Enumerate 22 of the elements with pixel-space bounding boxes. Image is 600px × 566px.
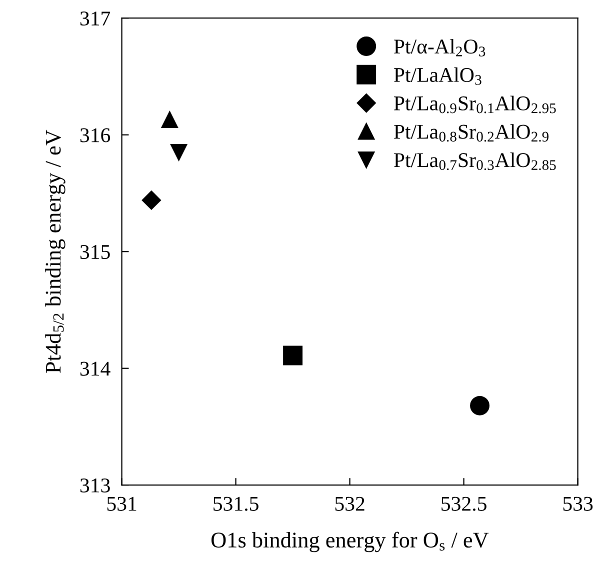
x-tick-label: 531.5: [214, 496, 258, 511]
legend-label: Pt/La$_{0.8}$Sr$_{0.2}$AlO$_{2.9}$: [394, 124, 549, 142]
legend-label: Pt/La$_{0.9}$Sr$_{0.1}$AlO$_{2.95}$: [394, 96, 556, 114]
x-tick-label: 532: [335, 496, 364, 511]
point: [283, 346, 303, 366]
x-tick-label: 533: [563, 496, 593, 511]
x-tick-label: 532.5: [442, 496, 486, 511]
y-tick-label: 317: [80, 12, 110, 26]
legend-label: Pt/α-Al$_{2}$O$_{3}$: [394, 38, 486, 56]
x-axis-title: O1s binding energy for O$_{s}$ / eV: [211, 532, 489, 552]
y-tick-label: 314: [80, 362, 110, 376]
point: [170, 144, 188, 161]
y-axis-title: Pt4d$_{5/2}$ binding energy / eV: [45, 130, 66, 373]
legend-label: Pt/La$_{0.7}$Sr$_{0.3}$AlO$_{2.85}$: [394, 152, 556, 170]
point: [470, 396, 490, 416]
legend-label: Pt/LaAlO$_{3}$: [394, 67, 482, 85]
y-tick-label: 315: [80, 245, 110, 260]
point: [161, 111, 178, 128]
x-tick-label: 531: [107, 496, 136, 511]
y-tick-label: 313: [80, 478, 110, 492]
point: [142, 190, 161, 210]
y-tick-label: 316: [80, 128, 110, 142]
